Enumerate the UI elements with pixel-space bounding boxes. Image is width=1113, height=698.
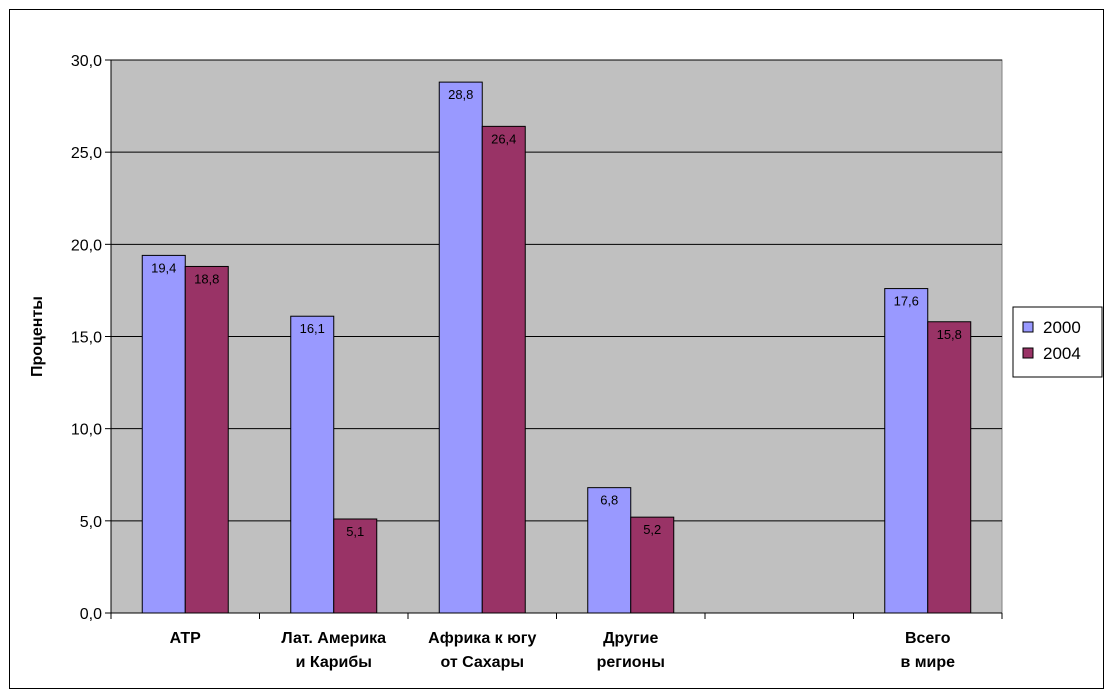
axes: 0,0 5,0 10,0 15,0 20,0 25,0 30,0 АТР Лат. Америк… [71, 53, 1003, 671]
legend-label-2000: 2000 [1043, 318, 1081, 337]
x-category-label: регионы [597, 654, 665, 671]
data-label: 6,8 [600, 493, 618, 508]
x-category-label: АТР [170, 630, 202, 647]
bar-2004 [184, 265, 229, 614]
data-label: 17,6 [894, 294, 919, 309]
data-label: 16,1 [300, 321, 325, 336]
data-label: 28,8 [448, 87, 473, 102]
data-label: 19,4 [151, 260, 176, 275]
x-category-label: Лат. Америка [281, 630, 386, 647]
x-category-label: в мире [900, 654, 955, 671]
data-label: 5,1 [346, 524, 364, 539]
legend-swatch-2004 [1022, 347, 1034, 359]
legend: 2000 2004 [1012, 306, 1103, 378]
bar-2000 [141, 254, 186, 614]
legend-label-2004: 2004 [1043, 344, 1081, 363]
bar-2004 [630, 516, 675, 614]
bar-2004 [481, 125, 526, 614]
bar-2000 [587, 487, 632, 614]
data-label: 15,8 [937, 327, 962, 342]
data-label: 26,4 [491, 131, 516, 146]
data-label: 5,2 [643, 522, 661, 537]
bars-group [141, 81, 972, 614]
data-labels: 19,4 16,1 28,8 6,8 17,6 18,8 5,1 26,4 5,2 15,8 [151, 87, 962, 539]
x-category-label: Всего [905, 630, 951, 647]
bar-2004 [927, 321, 972, 614]
x-category-label: от Сахары [440, 654, 524, 671]
x-category-label: Другие [603, 630, 658, 647]
bar-2000 [438, 81, 483, 614]
bar-2000 [884, 288, 929, 614]
y-tick-label: 30,0 [71, 53, 102, 70]
y-tick-label: 25,0 [71, 145, 102, 162]
y-axis-label: Проценты [29, 296, 46, 377]
y-tick-label: 10,0 [71, 422, 102, 439]
bar-2000 [290, 315, 335, 614]
legend-swatch-2000 [1022, 321, 1034, 333]
y-tick-label: 0,0 [80, 606, 102, 623]
y-tick-label: 5,0 [80, 514, 102, 531]
gridlines [111, 59, 1002, 522]
legend-box [1012, 306, 1103, 378]
y-tick-label: 20,0 [71, 237, 102, 254]
x-category-label: и Карибы [296, 654, 372, 671]
x-category-label: Африка к югу [428, 630, 536, 647]
y-tick-label: 15,0 [71, 330, 102, 347]
data-label: 18,8 [194, 271, 219, 286]
